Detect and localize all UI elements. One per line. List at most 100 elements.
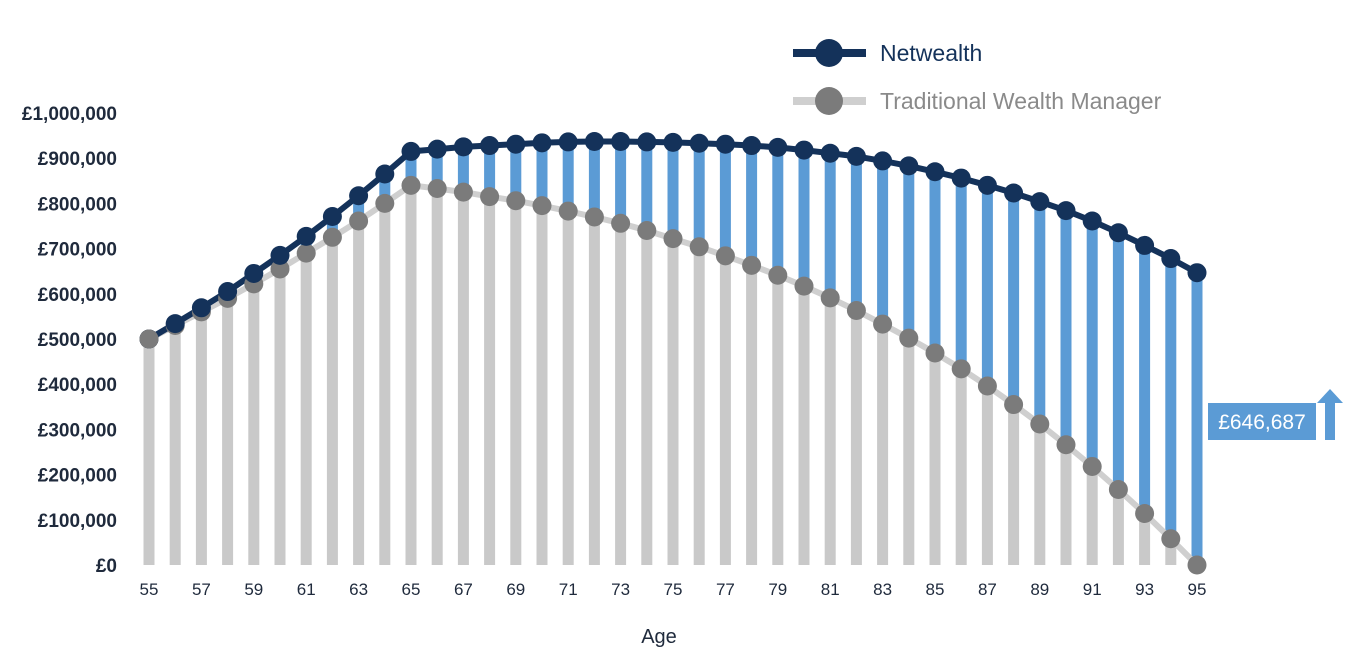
x-tick-label: 87 [978,580,997,599]
difference-bar [1086,221,1098,467]
difference-bar [562,141,574,212]
x-tick-label: 75 [664,580,683,599]
traditional-point [951,359,971,379]
netwealth-point [873,151,893,171]
traditional-bar [1165,538,1177,565]
traditional-bar [143,339,155,565]
difference-bar [641,141,653,231]
netwealth-point [532,133,552,153]
traditional-bar [248,283,260,565]
difference-bar [929,171,941,354]
difference-bar [405,151,417,186]
difference-bar [877,160,889,325]
netwealth-point [820,143,840,163]
traditional-point [558,201,578,221]
traditional-bar [562,211,574,566]
traditional-point [139,329,159,349]
traditional-bar [877,324,889,565]
netwealth-point [925,162,945,182]
difference-bar [353,195,365,222]
difference-bar [850,156,862,311]
netwealth-point [663,132,683,152]
netwealth-point [715,134,735,154]
traditional-bar [588,216,600,565]
netwealth-point [401,141,421,161]
netwealth-point [244,263,264,283]
difference-bar [536,142,548,206]
difference-bar [588,141,600,217]
traditional-bar [405,185,417,565]
difference-bar [903,165,915,339]
traditional-point [663,229,683,249]
x-tick-label: 55 [140,580,159,599]
x-tick-label: 77 [716,580,735,599]
netwealth-point [218,282,238,302]
bars-layer [143,141,1203,566]
x-tick-label: 57 [192,580,211,599]
traditional-bar [510,200,522,566]
difference-bar [693,143,705,247]
traditional-point [768,265,788,285]
traditional-bar [274,268,286,565]
x-tick-label: 93 [1135,580,1154,599]
traditional-bar [772,275,784,565]
traditional-bar [1060,444,1072,565]
difference-bar [379,174,391,204]
x-tick-label: 79 [768,580,787,599]
netwealth-point [951,168,971,188]
difference-bar [719,144,731,256]
traditional-point [532,196,552,216]
difference-bar [798,150,810,287]
traditional-point [742,255,762,275]
legend-traditional-label: Traditional Wealth Manager [880,88,1162,114]
difference-bar [326,216,338,238]
points-layer [139,131,1207,575]
traditional-point [1056,435,1076,455]
netwealth-point [427,139,447,159]
traditional-point [322,227,342,247]
netwealth-point [165,314,185,334]
difference-bar [457,146,469,193]
netwealth-point [1135,235,1155,255]
x-tick-label: 67 [454,580,473,599]
traditional-bar [1034,423,1046,565]
difference-bar [746,145,758,266]
difference-bar [484,145,496,197]
traditional-point [296,243,316,263]
traditional-point [349,211,369,231]
y-tick-label: £800,000 [38,194,117,215]
netwealth-point [637,132,657,152]
traditional-bar [1112,489,1124,565]
difference-callout-label: £646,687 [1218,411,1306,434]
netwealth-point [375,164,395,184]
traditional-bar [850,310,862,565]
x-tick-label: 81 [821,580,840,599]
y-tick-label: £600,000 [38,285,117,306]
traditional-bar [719,255,731,565]
traditional-point [480,187,500,207]
traditional-bar [536,205,548,565]
netwealth-point [794,140,814,160]
traditional-bar [326,237,338,566]
x-tick-label: 85 [926,580,945,599]
legend-traditional-marker-icon [815,87,843,115]
traditional-point [401,175,421,195]
traditional-bar [929,353,941,565]
netwealth-point [584,131,604,151]
traditional-bar [746,265,758,565]
traditional-point [584,207,604,227]
netwealth-point [977,175,997,195]
traditional-bar [431,188,443,565]
traditional-bar [903,338,915,565]
x-tick-label: 71 [559,580,578,599]
difference-bar [1034,201,1046,424]
traditional-point [689,237,709,257]
difference-bar [981,185,993,387]
traditional-point [1135,503,1155,523]
traditional-point [506,191,526,211]
legend-item-traditional: Traditional Wealth Manager [793,87,1162,115]
traditional-bar [484,196,496,565]
traditional-bar [641,230,653,565]
difference-bar [615,141,627,224]
